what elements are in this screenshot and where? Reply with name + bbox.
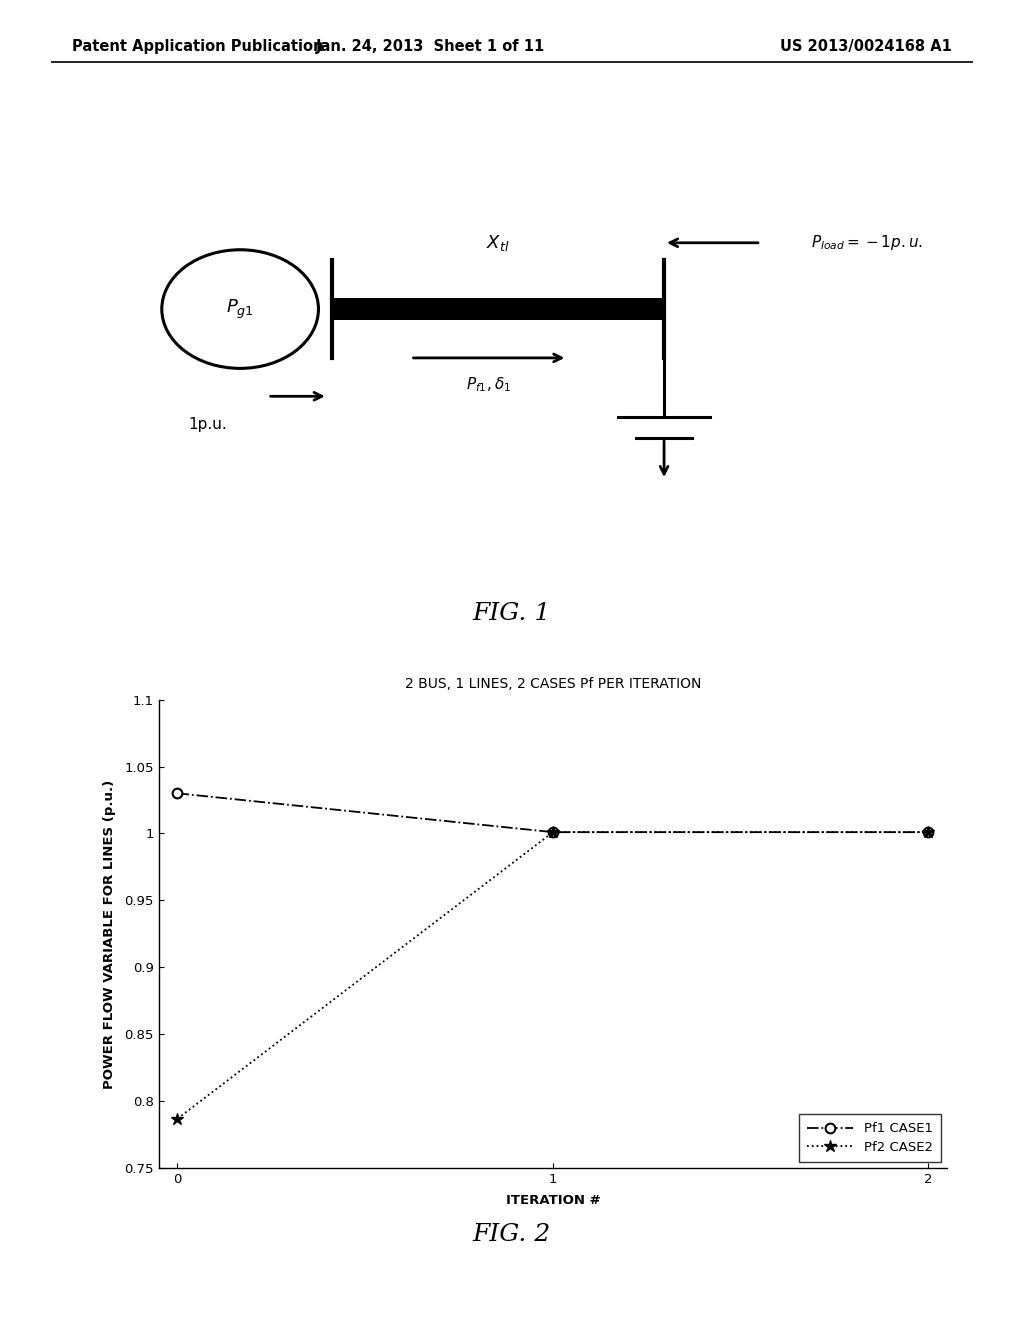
Text: $P_{g1}$: $P_{g1}$ [226,297,254,321]
Pf1 CASE1 [923,824,935,840]
Text: FIG. 2: FIG. 2 [473,1222,551,1246]
Legend: Pf1 CASE1, Pf2 CASE2: Pf1 CASE1, Pf2 CASE2 [799,1114,941,1162]
Title: 2 BUS, 1 LINES, 2 CASES Pf PER ITERATION: 2 BUS, 1 LINES, 2 CASES Pf PER ITERATION [404,677,701,692]
Bar [332,298,665,321]
Text: FIG. 1: FIG. 1 [473,602,551,626]
Pf2 CASE2 [171,1110,183,1126]
X-axis label: ITERATION #: ITERATION # [506,1195,600,1208]
Pf1 CASE1 [547,824,559,840]
Text: $X_{tl}$: $X_{tl}$ [486,232,510,253]
Text: US 2013/0024168 A1: US 2013/0024168 A1 [780,38,952,54]
Text: $P_{load} = -1p.u.$: $P_{load} = -1p.u.$ [811,234,923,252]
Pf1 CASE1 [171,785,183,801]
Y-axis label: POWER FLOW VARIABLE FOR LINES (p.u.): POWER FLOW VARIABLE FOR LINES (p.u.) [103,779,116,1089]
Text: Jan. 24, 2013  Sheet 1 of 11: Jan. 24, 2013 Sheet 1 of 11 [315,38,545,54]
Text: 1p.u.: 1p.u. [188,417,227,432]
Pf2 CASE2 [547,824,559,840]
Line: Pf1 CASE1: Pf1 CASE1 [173,788,933,837]
Text: $P_{f1},\delta_{1}$: $P_{f1},\delta_{1}$ [466,375,512,393]
Pf2 CASE2 [923,824,935,840]
Text: Patent Application Publication: Patent Application Publication [72,38,324,54]
Line: Pf2 CASE2: Pf2 CASE2 [171,826,935,1125]
